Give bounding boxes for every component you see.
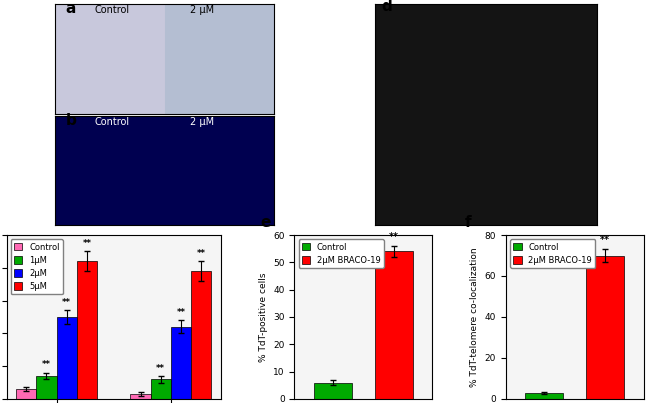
Bar (16, 389, 36, 399)
Bar (375, 251, 413, 399)
Text: **: ** (156, 364, 165, 373)
Bar (313, 382, 352, 399)
Bar (151, 379, 171, 399)
Text: **: ** (389, 232, 399, 242)
Text: a: a (66, 1, 76, 16)
Text: Control: Control (94, 5, 129, 15)
Text: **: ** (62, 298, 71, 307)
Legend: Control, 1μM, 2μM, 5μM: Control, 1μM, 2μM, 5μM (10, 239, 63, 294)
Bar (77, 261, 97, 399)
Bar (191, 271, 211, 399)
Legend: Control, 2μM BRACO-19: Control, 2μM BRACO-19 (510, 239, 595, 268)
Text: Control: Control (94, 116, 129, 127)
Text: 2 μM: 2 μM (190, 5, 214, 15)
Bar (586, 256, 625, 399)
Text: **: ** (600, 235, 610, 245)
Text: e: e (260, 215, 270, 230)
Text: **: ** (42, 360, 51, 370)
Text: **: ** (176, 308, 185, 317)
Bar (171, 327, 191, 399)
Bar (131, 394, 151, 399)
Bar (36, 376, 57, 399)
Text: **: ** (196, 249, 205, 258)
Y-axis label: % TdT-positive cells: % TdT-positive cells (259, 272, 268, 362)
Text: **: ** (83, 239, 91, 248)
Text: 2 μM: 2 μM (190, 116, 214, 127)
Text: d: d (382, 0, 393, 14)
Legend: Control, 2μM BRACO-19: Control, 2μM BRACO-19 (298, 239, 384, 268)
Text: f: f (464, 215, 471, 230)
Y-axis label: % TdT-telomere co-localization: % TdT-telomere co-localization (470, 247, 479, 387)
Bar (525, 393, 563, 399)
Bar (57, 317, 77, 399)
Text: b: b (66, 112, 77, 128)
